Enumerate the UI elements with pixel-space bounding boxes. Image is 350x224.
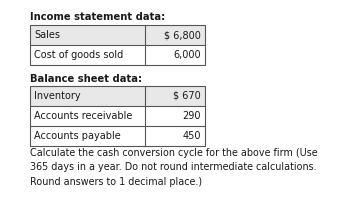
Text: Accounts payable: Accounts payable [34,131,121,141]
Bar [30,126,145,146]
Text: 6,000: 6,000 [173,50,201,60]
Text: Accounts receivable: Accounts receivable [34,111,132,121]
Bar [145,86,205,106]
Text: $ 670: $ 670 [173,91,201,101]
Text: Inventory: Inventory [34,91,80,101]
Bar [30,86,145,106]
Bar [145,106,205,126]
Text: Calculate the cash conversion cycle for the above firm (Use
365 days in a year. : Calculate the cash conversion cycle for … [30,148,318,187]
Bar [30,106,145,126]
Bar [145,25,205,45]
Text: Balance sheet data:: Balance sheet data: [30,74,142,84]
Text: $ 6,800: $ 6,800 [164,30,201,40]
Bar [30,25,145,45]
Bar [145,126,205,146]
Text: 290: 290 [182,111,201,121]
Text: Income statement data:: Income statement data: [30,12,165,22]
Bar [145,45,205,65]
Bar [30,86,205,146]
Text: Sales: Sales [34,30,60,40]
Text: Cost of goods sold: Cost of goods sold [34,50,123,60]
Bar [30,45,145,65]
Bar [30,25,205,65]
Text: 450: 450 [182,131,201,141]
